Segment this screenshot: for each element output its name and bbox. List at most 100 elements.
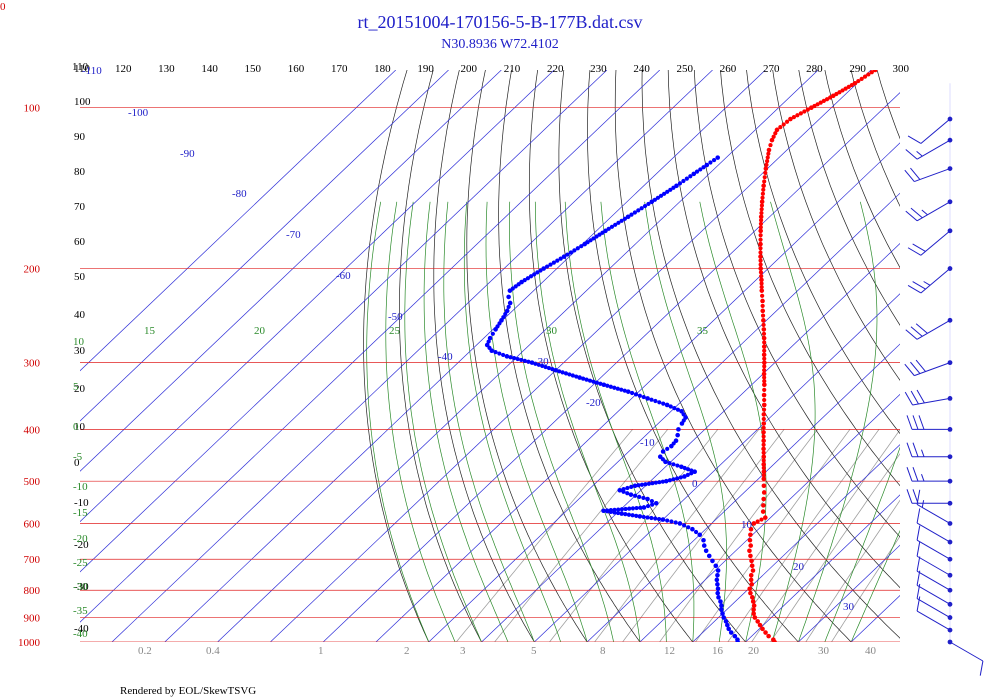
barb-staff bbox=[916, 504, 951, 524]
temperature-point bbox=[774, 127, 780, 133]
data-point-fill bbox=[755, 519, 760, 524]
temperature-point bbox=[763, 515, 768, 520]
temperature-point bbox=[749, 582, 755, 587]
barb-half-feather bbox=[921, 473, 925, 482]
data-point-fill bbox=[681, 178, 686, 184]
dewpoint-point bbox=[714, 577, 720, 583]
temperature-point bbox=[749, 558, 754, 564]
data-point-fill bbox=[543, 364, 548, 370]
isotherm bbox=[111, 70, 713, 642]
dewpoint-point bbox=[715, 155, 721, 160]
data-point-fill bbox=[598, 381, 603, 386]
barb-staff bbox=[916, 539, 951, 560]
data-point-fill bbox=[637, 494, 642, 499]
data-point-fill bbox=[675, 407, 681, 412]
data-point-fill bbox=[510, 286, 515, 291]
data-point-fill bbox=[650, 502, 655, 507]
data-point-fill bbox=[758, 246, 763, 251]
barb-feather bbox=[915, 359, 926, 372]
data-point-fill bbox=[625, 485, 630, 491]
moist-adiabat bbox=[534, 201, 641, 642]
dewpoint-point bbox=[645, 396, 650, 401]
chart-title: rt_20151004-170156-5-B-177B.dat.csv bbox=[358, 12, 643, 32]
isotherm-label: -80 bbox=[232, 188, 247, 200]
temperature-point bbox=[762, 382, 767, 388]
data-point-fill bbox=[671, 477, 676, 482]
data-point-fill bbox=[761, 322, 766, 327]
data-point-fill bbox=[633, 493, 638, 498]
data-point-fill bbox=[513, 284, 518, 289]
temperature-point bbox=[872, 70, 878, 73]
data-point-fill bbox=[762, 175, 767, 180]
dewpoint-point bbox=[692, 469, 698, 474]
dewpoint-point bbox=[725, 622, 730, 628]
data-point-fill bbox=[615, 386, 620, 391]
data-point-fill bbox=[630, 390, 635, 396]
left-axis-label: 30 bbox=[74, 345, 86, 357]
data-point-fill bbox=[493, 350, 498, 355]
data-point-fill bbox=[759, 210, 764, 216]
data-point-fill bbox=[667, 460, 672, 466]
dewpoint-point bbox=[561, 254, 567, 259]
left-axis-label: 110 bbox=[72, 61, 89, 73]
dry-adiabat bbox=[824, 70, 900, 269]
data-point-fill bbox=[639, 206, 644, 211]
data-point-fill bbox=[761, 442, 766, 447]
dry-adiabat-label: 35 bbox=[697, 325, 709, 337]
dewpoint-point bbox=[719, 607, 724, 612]
data-point-fill bbox=[495, 324, 500, 329]
dewpoint-point bbox=[541, 266, 546, 271]
data-point-fill bbox=[497, 351, 502, 356]
data-point-fill bbox=[758, 258, 763, 263]
top-axis-tick: 230 bbox=[590, 63, 607, 75]
dewpoint-point bbox=[713, 563, 719, 569]
isotherm-label: -20 bbox=[586, 397, 601, 409]
barb-staff bbox=[949, 641, 984, 662]
moist-adiabat-label: -20 bbox=[73, 533, 88, 545]
moist-adiabat bbox=[385, 201, 456, 642]
pressure-label: 600 bbox=[24, 518, 41, 530]
isotherm bbox=[904, 70, 1000, 642]
top-axis-tick: 250 bbox=[677, 63, 694, 75]
moist-adiabat-label: 0 bbox=[73, 421, 79, 433]
isotherm bbox=[80, 70, 555, 523]
dry-adiabat bbox=[587, 70, 799, 642]
wind-barb bbox=[906, 415, 953, 432]
data-point-fill bbox=[633, 392, 639, 397]
data-point-fill bbox=[669, 519, 674, 524]
data-point-fill bbox=[555, 258, 560, 263]
barb-feather bbox=[915, 323, 928, 334]
temperature-point bbox=[761, 490, 767, 495]
temperature-point bbox=[750, 595, 755, 600]
dry-adiabat bbox=[498, 70, 641, 642]
data-point-fill bbox=[761, 331, 767, 336]
data-point-fill bbox=[689, 468, 694, 473]
temperature-point bbox=[761, 344, 767, 349]
dewpoint-point bbox=[506, 294, 511, 300]
mixing-ratio-label: 1 bbox=[318, 645, 324, 657]
data-point-fill bbox=[761, 434, 766, 439]
data-point-fill bbox=[536, 362, 541, 367]
data-point-fill bbox=[693, 529, 699, 535]
data-point-fill bbox=[885, 59, 889, 63]
top-axis-tick: 260 bbox=[720, 63, 737, 75]
data-point-fill bbox=[558, 256, 563, 261]
data-point-fill bbox=[550, 367, 555, 372]
barb-feather bbox=[907, 247, 922, 256]
temperature-point bbox=[759, 288, 765, 293]
temperature-point bbox=[760, 298, 765, 304]
isotherm bbox=[481, 243, 900, 642]
data-point-fill bbox=[673, 520, 678, 525]
isotherm-label: 20 bbox=[793, 561, 805, 573]
data-point-fill bbox=[762, 387, 767, 393]
temperature-point bbox=[761, 476, 767, 482]
dewpoint-point bbox=[673, 438, 679, 444]
left-axis-label: -20 bbox=[74, 539, 89, 551]
data-point-fill bbox=[907, 46, 911, 50]
temperature-point bbox=[761, 327, 767, 332]
dewpoint-point bbox=[701, 537, 706, 543]
wind-barb bbox=[916, 556, 953, 593]
temperature-point bbox=[751, 611, 756, 616]
data-point-fill bbox=[895, 52, 899, 56]
